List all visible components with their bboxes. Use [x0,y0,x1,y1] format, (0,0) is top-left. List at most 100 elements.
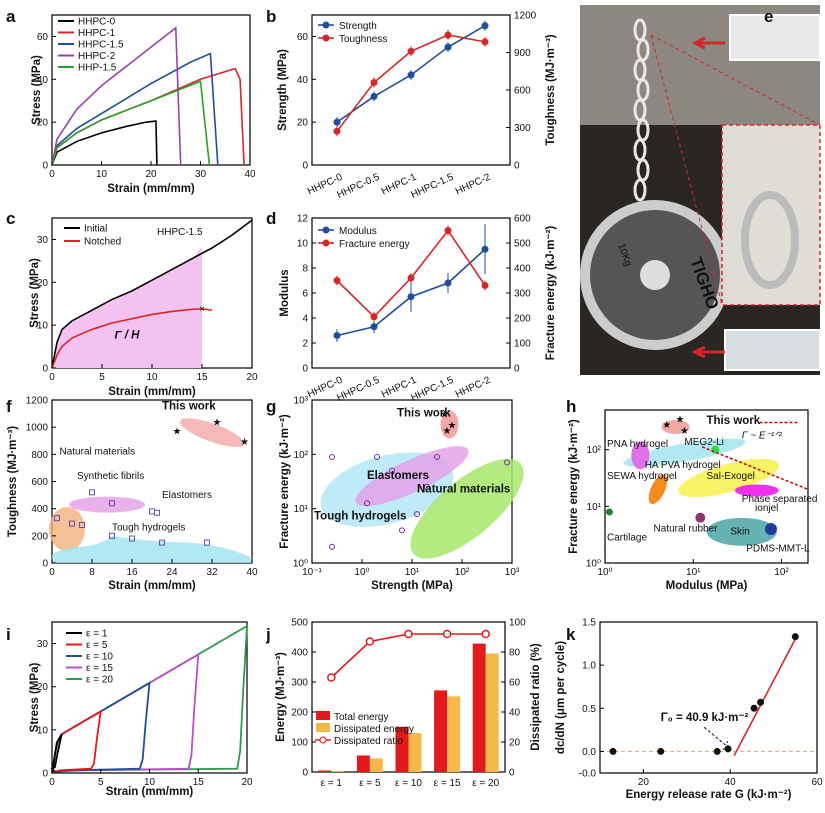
legend-marker [322,21,330,29]
dissipated-ratio-point [481,629,490,639]
panel-label: a [6,7,16,26]
x-tick-label: 10² [774,567,789,578]
y-tick-label: 0 [302,364,308,375]
y-tick-label: 800 [31,450,48,461]
x-tick-label: 32 [206,567,218,578]
x-tick-label: 0 [49,372,55,383]
this-work-point: ★ [443,426,452,437]
region-sewa [648,474,668,505]
data-point [109,500,115,507]
panel-label: i [6,625,11,644]
label-sal-exogel: Sal-Exogel [707,471,755,482]
data-point [154,509,160,516]
y-tick-label: 2 [302,339,308,350]
bar-total-energy [318,770,332,772]
region-natural [410,458,524,559]
modulus-point [333,332,341,339]
y-tick-label: 10¹ [294,504,309,515]
x-tick-label: 0 [49,567,55,578]
y-tick-label: 400 [514,264,531,275]
y-tick-label: 20 [37,278,49,289]
y-tick-label: 1200 [26,396,49,407]
label-natural-materials: Natural materials [417,483,510,495]
plot-frame [599,621,818,774]
stress-strain-line [51,80,211,166]
y-tick-label: 6 [302,289,308,300]
legend-entry: HHPC-0 [78,17,116,28]
bar-dissipated-energy [331,771,345,772]
plot-frame [604,409,809,564]
data-point [329,543,335,550]
y-tick-label: 1.5 [582,618,596,629]
x-tick-label: 24 [166,567,178,578]
y-tick-label: 900 [514,48,531,59]
region-ha-pva [631,441,650,470]
y-tick-label: 12 [297,214,309,225]
x-tick-label: 40 [725,777,737,788]
this-work-label: This work [162,401,216,413]
data-point [504,459,510,466]
this-work-point: ★ [173,427,182,438]
panel-label: f [6,397,12,416]
x-axis-label: Strain (mm/mm) [108,580,196,592]
x-tick-label: 10² [455,567,470,578]
y-tick-label: 10⁰ [293,559,308,570]
legend-marker [322,34,330,42]
fracture-energy-point [481,282,489,289]
x-tick-label: 40 [244,169,256,180]
x-tick-label: 5 [99,372,105,383]
x-tick-label: 10¹ [686,567,701,578]
legend-entry: Dissipated energy [334,724,414,735]
category-label: ε = 20 [472,778,499,789]
x-tick-label: 60 [811,777,823,788]
bar-total-energy [434,690,448,772]
modulus-point [407,293,415,301]
y-tick-label: 600 [514,214,531,225]
region-tough-hydrogels [52,535,252,563]
y-tick-label: 20 [509,738,521,749]
bar-dissipated-energy [369,758,383,772]
region-natural [49,507,85,552]
y2-axis-label: Fracture energy (kJ·m⁻²) [545,226,557,361]
y-tick-label: 0 [42,364,48,375]
data-point [750,704,758,712]
region-this-work [661,420,690,434]
panel-label: k [566,625,576,644]
y-tick-label: 0.5 [582,704,596,715]
y-axis-label: Fracture energy (kJ·m⁻²) [568,419,580,554]
data-point [204,539,210,546]
data-point [389,467,395,474]
this-work-point: ★ [676,415,685,426]
callout-line [650,34,723,306]
data-point [329,454,335,461]
legend-marker [319,736,327,744]
x-axis-label: Strain (mm/mm) [107,183,195,195]
fracture-mark: × [199,304,205,315]
panel-label: h [566,397,576,416]
legend-swatch [316,711,330,720]
x-tick-label: 20 [241,777,253,788]
category-label: HHPC-1.5 [409,172,455,201]
label-tough-hydrogels: Tough hydrogels [314,511,406,523]
legend-entry: ε = 5 [86,640,108,651]
y-tick-label: 300 [291,678,308,689]
x-tick-label: 10 [146,372,158,383]
region-sal-exogel [678,458,779,498]
label-pna: PNA hydrogel [607,439,668,450]
region-elastomers [69,496,145,513]
y-tick-label: 10⁰ [586,559,601,570]
bar-total-energy [472,643,486,772]
category-label: HHPC-2 [454,172,493,198]
panel-label: e [764,7,773,26]
y-tick-label: 400 [31,504,48,515]
legend-entry: ε = 20 [86,675,113,686]
bar-total-energy [356,755,370,772]
data-point [414,511,420,518]
legend-entry: Dissipated ratio [334,736,403,747]
y-axis-label: Fracture energy (kJ·m⁻²) [279,414,291,549]
data-point [89,489,95,496]
y-axis-label: dc/dN (μm per cycle) [555,641,567,754]
stress-strain-line [51,52,219,166]
y-axis-label: Toughness (MJ·m⁻³) [7,426,19,537]
data-point [609,747,617,755]
